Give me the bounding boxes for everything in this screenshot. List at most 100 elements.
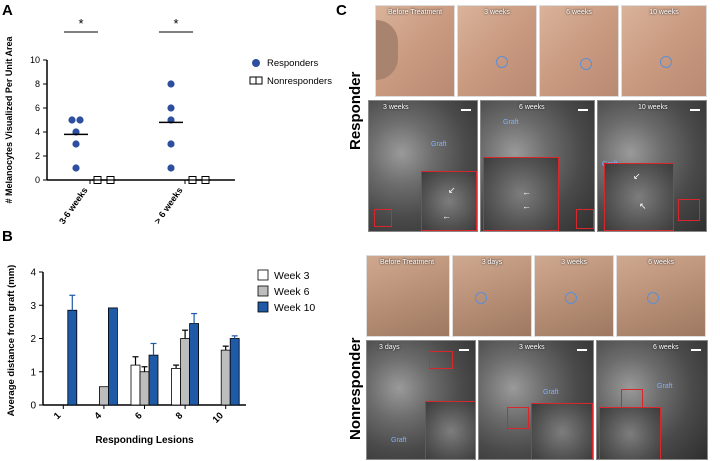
legend-swatch-week-6 [257, 285, 269, 297]
bar-week-10 [189, 323, 200, 406]
panel-letter-a: A [2, 2, 13, 19]
responder-clinical-label-2: 3 weeks [484, 9, 510, 16]
x-tick-label: 8 [174, 410, 186, 422]
nonresponder-micro-label-1: 3 days [379, 344, 400, 351]
responder-point [167, 80, 175, 88]
responder-point [68, 116, 76, 124]
y-tick-label: 0 [35, 175, 40, 185]
legend-marker-nonresponders [255, 76, 263, 85]
y-tick-label: 3 [30, 301, 36, 312]
responder-point [167, 164, 175, 172]
x-tick-label: 1 [52, 410, 64, 422]
graft-label: Graft [431, 141, 447, 148]
zoom-inset: ↙ ← [421, 171, 477, 231]
zoom-inset: ↙ ↖ [604, 163, 674, 231]
zoom-inset [531, 403, 593, 459]
nonresponder-clinical-label-4: 6 weeks [648, 259, 674, 266]
nonresponder-clinical-label-3: 3 weeks [561, 259, 587, 266]
nonresponder-clinical-photo-3: 3 weeks [534, 255, 614, 337]
arrow-icon: ← [522, 187, 531, 197]
bar-week-10 [108, 307, 118, 406]
responder-point [76, 116, 84, 124]
responder-micro-label-2: 6 weeks [519, 104, 545, 111]
arrow-icon: ← [522, 201, 531, 211]
responder-point [167, 104, 175, 112]
panel-letter-b: B [2, 228, 13, 245]
graft-circle [475, 292, 487, 304]
responder-clinical-photo-4: 10 weeks [621, 5, 707, 97]
legend-label-week-3: Week 3 [274, 270, 310, 282]
responder-micro-label-3: 10 weeks [638, 104, 668, 111]
bar-chart-b: 0 1 2 3 4 Average distance from graft (mm) Res… [6, 265, 315, 446]
nonresponder-micro-label-2: 3 weeks [519, 344, 545, 351]
bar-week-6 [180, 338, 191, 406]
responder-row-label: Responder [347, 71, 364, 150]
legend-marker-nonresponders [249, 76, 257, 85]
nonresponder-micro-label-3: 6 weeks [653, 344, 679, 351]
zoom-inset [425, 401, 475, 459]
nonresponder-clinical-photo-1: Before Treatment [366, 255, 450, 337]
responder-clinical-photo-3: 6 weeks [539, 5, 619, 97]
graft-circle [565, 292, 577, 304]
y-axis-label: Average distance from graft (mm) [6, 265, 17, 417]
graft-circle [647, 292, 659, 304]
y-tick-label: 0 [30, 401, 36, 412]
roi-box [576, 209, 594, 229]
responder-micro-label-1: 3 weeks [383, 104, 409, 111]
roi-box [507, 407, 529, 429]
responder-micro-photo-2: 6 weeks Graft ← ← [480, 100, 595, 232]
nonresponder-clinical-label-1: Before Treatment [379, 259, 435, 266]
y-tick-label: 4 [30, 268, 36, 279]
responder-point [167, 140, 175, 148]
nonresponder-micro-photo-3: 6 weeks Graft [596, 340, 708, 460]
responder-point [72, 140, 80, 148]
nonresponder-micro-photo-1: 3 days Graft [366, 340, 476, 460]
scale-bar [578, 109, 588, 111]
legend-marker-responders [252, 59, 260, 67]
graft-label: Graft [657, 383, 673, 390]
scale-bar [577, 349, 587, 351]
bar-week-3 [130, 364, 141, 406]
responder-clinical-label-3: 6 weeks [566, 9, 592, 16]
bar-week-10 [229, 338, 240, 406]
bar-week-6 [220, 349, 231, 406]
arrow-icon: ↖ [639, 201, 647, 211]
x-axis-label: Responding Lesions [95, 435, 194, 446]
zoom-inset [599, 407, 661, 459]
x-tick-label: 10 [211, 410, 226, 425]
responder-clinical-label-1: Before Treatment [387, 9, 443, 16]
x-tick-label: 6 [133, 410, 145, 422]
responder-clinical-photo-2: 3 weeks [457, 5, 537, 97]
graft-circle [660, 56, 672, 68]
y-tick-label: 10 [30, 55, 40, 65]
bar-week-10 [148, 354, 159, 406]
y-tick-label: 1 [30, 367, 36, 378]
responder-point [72, 164, 80, 172]
responder-clinical-photo-1: Before Treatment [375, 5, 455, 97]
scale-bar [461, 109, 471, 111]
significance-star: * [173, 16, 178, 31]
significance-star: * [78, 16, 83, 31]
graft-label: Graft [503, 119, 519, 126]
nonresponder-micro-photo-2: 3 weeks Graft [478, 340, 594, 460]
zoom-inset: ← ← [483, 157, 559, 231]
graft-circle [496, 56, 508, 68]
nonresponder-clinical-photo-4: 6 weeks [616, 255, 706, 337]
y-tick-label: 2 [30, 334, 36, 345]
legend-label-week-6: Week 6 [274, 286, 310, 298]
arrow-icon: ↙ [633, 171, 641, 181]
nonresponder-row-label: Nonresponder [347, 337, 364, 440]
y-tick-label: 4 [35, 127, 40, 137]
bar-week-3 [171, 368, 182, 406]
x-tick-label: 4 [92, 410, 104, 422]
y-tick-label: 2 [35, 151, 40, 161]
scatter-chart-a: 0 2 4 6 8 10 3-6 weeks > 6 weeks # Melanocytes V… [4, 16, 332, 226]
bar-week-10 [67, 309, 78, 406]
x-tick-label: > 6 weeks [152, 185, 184, 225]
arrow-icon: ↙ [448, 185, 456, 195]
legend-label-responders: Responders [267, 58, 318, 69]
responder-micro-photo-1: 3 weeks Graft ↙ ← [368, 100, 478, 232]
y-tick-label: 6 [35, 103, 40, 113]
nonresponder-clinical-label-2: 3 days [481, 259, 503, 266]
y-axis-label: # Melanocytes Visualized Per Unit Area [4, 35, 14, 203]
